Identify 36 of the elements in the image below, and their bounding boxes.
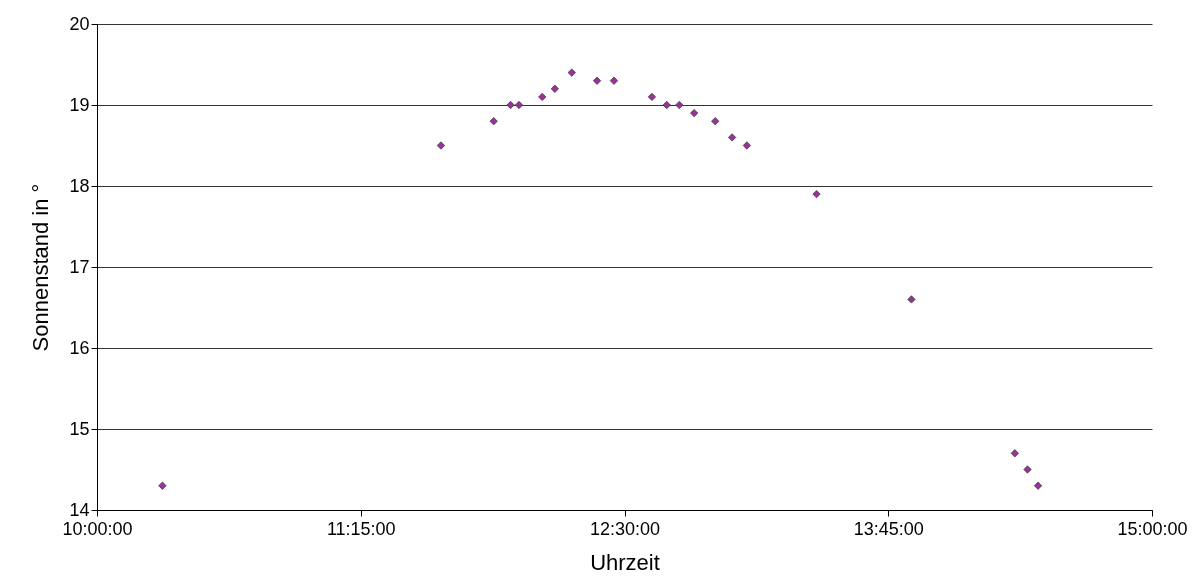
point: [675, 100, 684, 110]
point: [489, 117, 498, 126]
point: [728, 133, 737, 142]
point: [550, 84, 559, 93]
x-tick-label: 11:15:00: [326, 518, 396, 539]
point: [690, 109, 699, 118]
point: [609, 76, 619, 85]
x-tick-label: 12:30:00: [589, 518, 661, 539]
point: [1023, 465, 1032, 474]
y-tick-label: 15: [69, 418, 90, 439]
point: [647, 92, 656, 101]
point: [436, 141, 445, 150]
x-tick-label: 15:00:00: [1117, 518, 1188, 539]
y-tick-label: 17: [69, 256, 90, 277]
point: [1010, 449, 1019, 458]
y-tick-label: 16: [69, 337, 90, 358]
point: [538, 92, 547, 101]
y-tick-label: 14: [69, 499, 90, 520]
y-tick-label: 18: [69, 175, 90, 196]
point: [742, 141, 751, 150]
point: [812, 190, 821, 199]
y-tick-label: 20: [69, 13, 90, 34]
x-tick-label: 10:00:00: [62, 518, 133, 539]
point: [158, 481, 167, 490]
point: [1034, 481, 1043, 490]
y-tick-label: 19: [69, 94, 90, 115]
x-tick-label: 13:45:00: [853, 518, 924, 539]
point: [907, 295, 916, 304]
point: [514, 100, 524, 110]
point: [506, 100, 515, 110]
point: [567, 68, 576, 77]
y-axis-title: Sonnenstand in °: [28, 183, 54, 352]
point: [662, 100, 671, 110]
x-axis-title: Uhrzeit: [590, 549, 660, 575]
point: [711, 117, 720, 126]
point: [593, 76, 602, 85]
